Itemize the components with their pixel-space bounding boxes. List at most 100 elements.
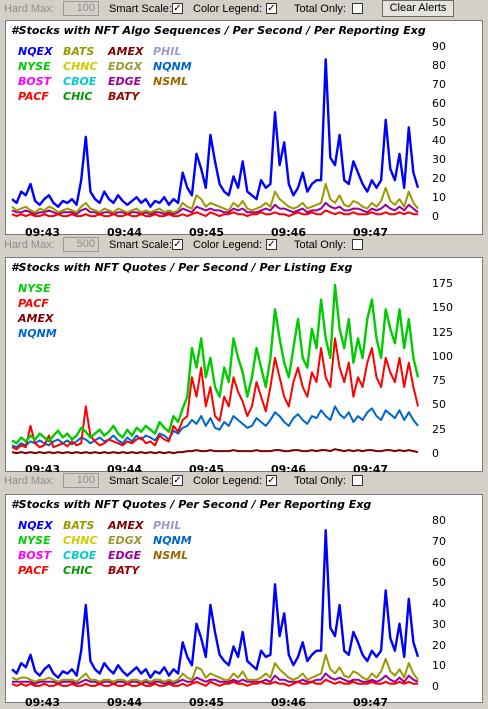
- legend-item-nqnm: NQNM: [153, 534, 192, 547]
- series-line-pacf: [11, 678, 418, 687]
- hard-max-input[interactable]: 100: [63, 473, 99, 488]
- legend-item-edgx: EDGX: [108, 60, 143, 73]
- total-only-label: Total Only:: [294, 475, 346, 487]
- chart-title: #Stocks with NFT Quotes / Per Second / P…: [11, 498, 372, 511]
- y-tick-label: 60: [432, 555, 446, 569]
- toolbar-2: Hard Max: 500 Smart Scale: ✓ Color Legen…: [0, 236, 488, 255]
- hard-max-input[interactable]: 100: [63, 1, 99, 16]
- color-legend-label: Color Legend:: [193, 475, 263, 487]
- total-only-checkbox[interactable]: [352, 475, 363, 486]
- legend-item-amex: AMEX: [17, 312, 54, 325]
- legend-item-nqex: NQEX: [18, 45, 53, 58]
- series-line-nqnm: [11, 405, 419, 449]
- y-tick-label: 30: [432, 153, 446, 167]
- chart-title: #Stocks with NFT Algo Sequences / Per Se…: [11, 24, 426, 37]
- x-tick-label: 09:47: [353, 226, 389, 239]
- total-only-checkbox[interactable]: [352, 239, 363, 250]
- y-tick-label: 100: [432, 349, 453, 363]
- series-line-nqex: [11, 529, 420, 679]
- hard-max-input[interactable]: 500: [63, 237, 99, 252]
- series-line-bats: [11, 653, 419, 683]
- y-tick-label: 20: [432, 638, 446, 652]
- chart-panel-2: #Stocks with NFT Quotes / Per Second / P…: [5, 257, 483, 476]
- smart-scale-label: Smart Scale:: [109, 239, 172, 251]
- legend-item-cboe: CBOE: [63, 75, 97, 88]
- y-tick-label: 30: [432, 617, 446, 631]
- legend-item-edgx: EDGX: [108, 534, 143, 547]
- chart-plot: NYSE PACF AMEX NQNM: [10, 277, 422, 465]
- series-line-pacf: [11, 337, 419, 451]
- legend-item-nsml: NSML: [153, 549, 188, 562]
- toolbar-1: Hard Max: 100 Smart Scale: ✓ Color Legen…: [0, 0, 488, 19]
- legend-item-nyse: NYSE: [18, 534, 51, 547]
- legend-item-amex: AMEX: [107, 519, 144, 532]
- hard-max-label: Hard Max:: [4, 475, 55, 487]
- total-only-label: Total Only:: [294, 3, 346, 15]
- series-line-amex: [11, 448, 419, 455]
- legend-item-chnc: CHNC: [63, 60, 98, 73]
- total-only-checkbox[interactable]: [352, 3, 363, 14]
- toolbar-3: Hard Max: 100 Smart Scale: ✓ Color Legen…: [0, 472, 488, 491]
- legend-item-bost: BOST: [18, 75, 53, 88]
- legend-item-pacf: PACF: [18, 90, 49, 103]
- legend-item-amex: AMEX: [107, 45, 144, 58]
- chart-plot: NQEX BATS AMEX PHIL NYSE CHNC EDGX NQNM BOST CBOE…: [10, 514, 422, 702]
- legend-item-chnc: CHNC: [63, 534, 98, 547]
- chart-panel-1: #Stocks with NFT Algo Sequences / Per Se…: [5, 20, 483, 239]
- legend-item-nqnm: NQNM: [18, 327, 57, 340]
- y-tick-label: 25: [432, 422, 446, 436]
- x-tick-label: 09:44: [107, 226, 143, 239]
- color-legend-label: Color Legend:: [193, 239, 263, 251]
- hard-max-label: Hard Max:: [4, 3, 55, 15]
- x-tick-label: 09:43: [25, 226, 61, 239]
- chart-panel-3: #Stocks with NFT Quotes / Per Second / P…: [5, 494, 483, 709]
- y-tick-label: 0: [432, 447, 439, 460]
- legend-item-pacf: PACF: [18, 297, 49, 310]
- legend-item-nqnm: NQNM: [153, 60, 192, 73]
- y-tick-label: 40: [432, 134, 446, 148]
- color-legend-checkbox[interactable]: ✓: [266, 3, 277, 14]
- series-line-bats: [11, 183, 419, 214]
- clear-alerts-button[interactable]: Clear Alerts: [382, 0, 454, 17]
- legend-item-cboe: CBOE: [63, 549, 97, 562]
- y-tick-label: 0: [432, 680, 439, 693]
- chart-plot: NQEX BATS AMEX PHIL NYSE CHNC EDGX NQNM BOST CBOE…: [10, 40, 422, 228]
- legend-item-bats: BATS: [63, 519, 94, 532]
- legend-item-bats: BATS: [63, 45, 94, 58]
- series-line-edge: [11, 201, 419, 216]
- y-tick-label: 40: [432, 597, 446, 610]
- y-tick-label: 70: [432, 77, 446, 91]
- legend-item-chic: CHIC: [63, 90, 92, 103]
- y-tick-label: 10: [432, 191, 446, 205]
- color-legend-checkbox[interactable]: ✓: [266, 475, 277, 486]
- legend-item-chic: CHIC: [63, 564, 92, 577]
- y-tick-label: 70: [432, 534, 446, 548]
- smart-scale-checkbox[interactable]: ✓: [172, 3, 183, 14]
- legend-item-edge: EDGE: [108, 75, 142, 88]
- y-tick-label: 80: [432, 58, 446, 72]
- series-line-edge: [12, 672, 419, 685]
- smart-scale-checkbox[interactable]: ✓: [172, 239, 183, 250]
- smart-scale-label: Smart Scale:: [109, 475, 172, 487]
- smart-scale-checkbox[interactable]: ✓: [172, 475, 183, 486]
- legend-item-baty: BATY: [108, 90, 140, 103]
- x-tick-label: 09:45: [189, 226, 225, 239]
- color-legend-label: Color Legend:: [193, 3, 263, 15]
- series-line-nyse: [11, 283, 420, 445]
- y-tick-label: 20: [432, 172, 446, 186]
- x-tick-label: 09:46: [271, 226, 307, 239]
- color-legend-checkbox[interactable]: ✓: [266, 239, 277, 250]
- series-line-pacf: [11, 209, 418, 218]
- legend-item-phil: PHIL: [153, 519, 181, 532]
- y-tick-label: 10: [432, 659, 446, 673]
- hard-max-label: Hard Max:: [4, 239, 55, 251]
- legend-item-nsml: NSML: [153, 75, 188, 88]
- y-tick-label: 80: [432, 514, 446, 527]
- y-tick-label: 150: [432, 301, 453, 315]
- y-tick-label: 125: [432, 325, 453, 339]
- legend-item-phil: PHIL: [153, 45, 181, 58]
- total-only-label: Total Only:: [294, 239, 346, 251]
- chart-title: #Stocks with NFT Quotes / Per Second / P…: [11, 261, 353, 274]
- y-tick-label: 75: [432, 374, 446, 388]
- y-tick-label: 60: [432, 96, 446, 110]
